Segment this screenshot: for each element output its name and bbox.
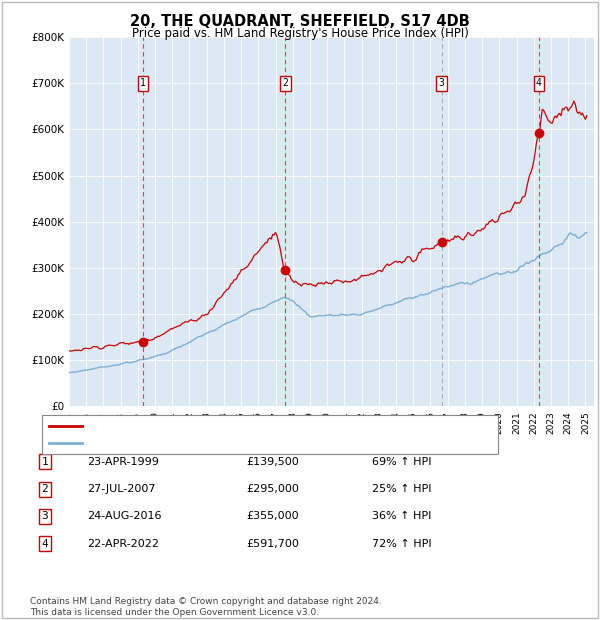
Text: £355,000: £355,000 <box>246 512 299 521</box>
Text: 3: 3 <box>439 78 445 88</box>
Text: 69% ↑ HPI: 69% ↑ HPI <box>372 457 431 467</box>
Text: 1: 1 <box>140 78 146 88</box>
Text: 20, THE QUADRANT, SHEFFIELD, S17 4DB: 20, THE QUADRANT, SHEFFIELD, S17 4DB <box>130 14 470 29</box>
Text: 36% ↑ HPI: 36% ↑ HPI <box>372 512 431 521</box>
Text: 72% ↑ HPI: 72% ↑ HPI <box>372 539 431 549</box>
Text: 3: 3 <box>41 512 49 521</box>
Text: £295,000: £295,000 <box>246 484 299 494</box>
Text: Price paid vs. HM Land Registry's House Price Index (HPI): Price paid vs. HM Land Registry's House … <box>131 27 469 40</box>
Text: 20, THE QUADRANT, SHEFFIELD, S17 4DB (detached house): 20, THE QUADRANT, SHEFFIELD, S17 4DB (de… <box>89 421 401 431</box>
Text: 4: 4 <box>41 539 49 549</box>
Text: 2: 2 <box>41 484 49 494</box>
Text: 22-APR-2022: 22-APR-2022 <box>87 539 159 549</box>
Text: HPI: Average price, detached house, Sheffield: HPI: Average price, detached house, Shef… <box>89 438 328 448</box>
Text: Contains HM Land Registry data © Crown copyright and database right 2024.
This d: Contains HM Land Registry data © Crown c… <box>30 598 382 617</box>
Text: 25% ↑ HPI: 25% ↑ HPI <box>372 484 431 494</box>
Text: 1: 1 <box>41 457 49 467</box>
Text: £591,700: £591,700 <box>246 539 299 549</box>
Text: 23-APR-1999: 23-APR-1999 <box>87 457 159 467</box>
Text: 27-JUL-2007: 27-JUL-2007 <box>87 484 155 494</box>
Text: 4: 4 <box>536 78 542 88</box>
Text: 2: 2 <box>283 78 289 88</box>
Text: £139,500: £139,500 <box>246 457 299 467</box>
Text: 24-AUG-2016: 24-AUG-2016 <box>87 512 161 521</box>
